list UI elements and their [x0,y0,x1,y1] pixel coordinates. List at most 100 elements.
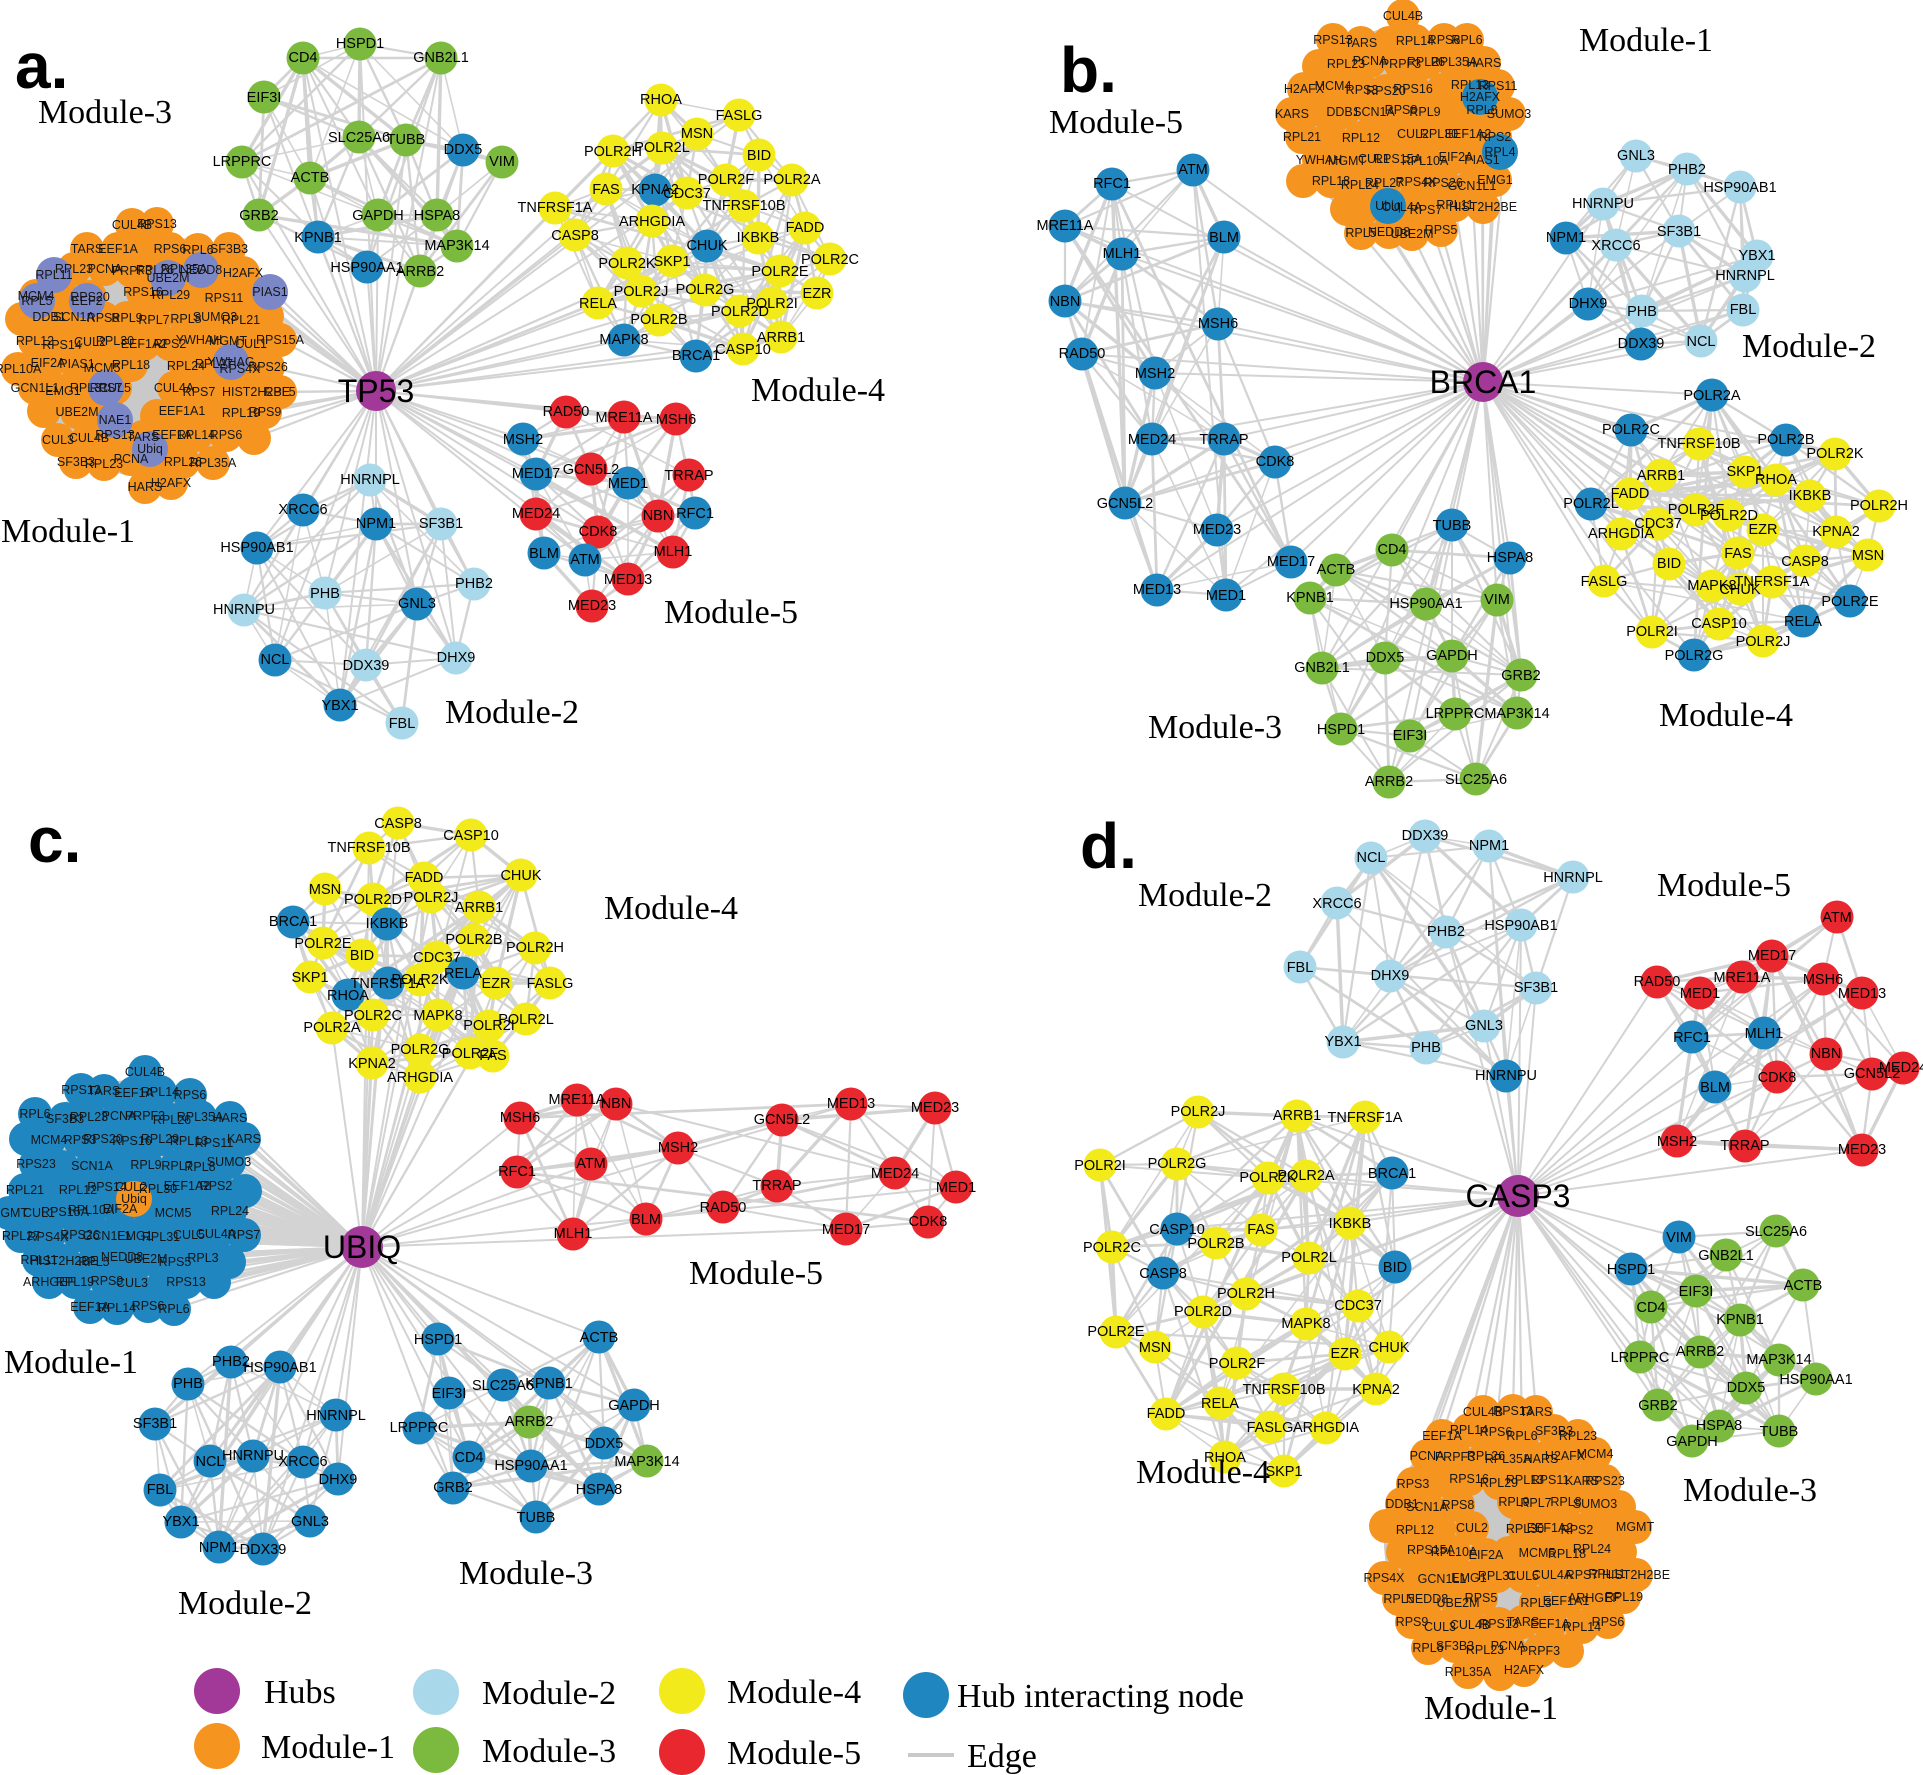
svg-text:RPL9: RPL9 [111,311,142,325]
svg-text:BID: BID [747,148,771,164]
svg-text:RPS7: RPS7 [183,385,216,399]
svg-text:GNL3: GNL3 [291,1514,329,1530]
svg-text:PHB: PHB [1411,1040,1441,1056]
svg-text:NPM1: NPM1 [1546,230,1586,246]
svg-text:HSP90AB1: HSP90AB1 [220,540,293,556]
svg-text:RPL5: RPL5 [78,1255,109,1269]
svg-text:EEF2: EEF2 [71,294,102,308]
svg-text:H2AFX: H2AFX [1504,1663,1545,1677]
svg-text:MED24: MED24 [871,1166,919,1182]
svg-text:RPS6: RPS6 [174,1088,207,1102]
svg-text:RPL14: RPL14 [1396,34,1434,48]
svg-text:TNFRSF1A: TNFRSF1A [518,200,593,216]
svg-text:RPS11: RPS11 [195,1136,234,1150]
svg-text:MLH1: MLH1 [1745,1026,1784,1042]
svg-text:POLR2E: POLR2E [294,936,352,952]
svg-text:MCM4: MCM4 [31,1133,68,1147]
svg-text:RPS15A: RPS15A [1407,1543,1456,1557]
svg-text:RFC1: RFC1 [1673,1030,1711,1046]
svg-text:SLC25A6: SLC25A6 [328,130,390,146]
svg-text:CD4: CD4 [1377,542,1406,558]
svg-text:a.: a. [15,30,68,102]
svg-text:TNFRSF1A: TNFRSF1A [351,976,426,992]
svg-text:HARS: HARS [128,480,163,494]
svg-text:MSH2: MSH2 [503,432,543,448]
svg-text:PHB: PHB [1627,304,1657,320]
svg-text:RPS3: RPS3 [1346,83,1379,97]
svg-text:EEF1A: EEF1A [152,428,192,442]
svg-text:IKBKB: IKBKB [1329,1216,1372,1232]
svg-text:RPL18: RPL18 [112,358,150,372]
svg-text:NEDD8: NEDD8 [1368,225,1410,239]
svg-text:HARS: HARS [213,1111,248,1125]
svg-text:CASP10: CASP10 [1691,616,1747,632]
svg-text:CDC37: CDC37 [663,186,711,202]
svg-text:RPL11: RPL11 [1436,198,1473,212]
svg-text:DDX5: DDX5 [1727,1380,1766,1396]
svg-text:RPS11: RPS11 [1531,1473,1570,1487]
svg-text:RPL18: RPL18 [1312,174,1350,188]
svg-text:POLR2L: POLR2L [498,1012,554,1028]
svg-text:UBE2M: UBE2M [55,405,98,419]
svg-text:Module-2: Module-2 [445,694,579,731]
svg-text:SF3B1: SF3B1 [1657,224,1701,240]
svg-text:RPS13: RPS13 [95,428,135,442]
svg-text:HSPD1: HSPD1 [336,36,384,52]
svg-text:NCL: NCL [260,652,289,668]
svg-text:CUL2: CUL2 [1456,1521,1488,1535]
svg-text:EZR: EZR [1749,522,1778,538]
svg-text:POLR2J: POLR2J [404,890,459,906]
svg-text:HSPD1: HSPD1 [414,1332,462,1348]
svg-text:CASP8: CASP8 [551,228,599,244]
svg-text:DDB1: DDB1 [1385,1497,1418,1511]
svg-text:KPNA2: KPNA2 [631,182,679,198]
svg-text:GCN5L2: GCN5L2 [563,462,619,478]
svg-text:ARRB1: ARRB1 [1273,1108,1321,1124]
svg-text:RHOA: RHOA [1755,472,1797,488]
svg-text:MED24: MED24 [1879,1060,1923,1076]
svg-text:SCN1A: SCN1A [1406,1500,1448,1514]
svg-text:DDX39: DDX39 [1402,828,1449,844]
svg-text:POLR2C: POLR2C [1083,1240,1141,1256]
svg-text:CUL5: CUL5 [99,381,131,395]
svg-text:PCNA: PCNA [88,262,123,276]
svg-text:HSP90AB1: HSP90AB1 [1484,918,1557,934]
svg-text:TRRAP: TRRAP [752,1178,801,1194]
svg-text:RPL8: RPL8 [170,312,201,326]
svg-text:CDC37: CDC37 [1334,1298,1382,1314]
svg-text:RPS6: RPS6 [1592,1615,1625,1629]
svg-text:GCN5L2: GCN5L2 [1097,496,1153,512]
svg-text:HNRNPL: HNRNPL [340,472,400,488]
svg-text:RPS9: RPS9 [249,405,282,419]
svg-text:ACTB: ACTB [1784,1278,1823,1294]
svg-text:RPL26: RPL26 [153,1113,191,1127]
svg-text:Module-5: Module-5 [1049,104,1183,141]
svg-text:MRE11A: MRE11A [549,1092,606,1108]
svg-text:HIST2H2BE: HIST2H2BE [222,385,290,399]
svg-text:BLM: BLM [1209,230,1239,246]
svg-text:TRRAP: TRRAP [664,468,713,484]
svg-text:FADD: FADD [786,220,825,236]
svg-text:GNL3: GNL3 [1617,148,1655,164]
svg-text:RPS13: RPS13 [1313,33,1353,47]
svg-text:RPL12: RPL12 [16,334,54,348]
svg-text:c.: c. [28,804,81,876]
svg-text:RPL29: RPL29 [141,1132,179,1146]
svg-text:RPS9: RPS9 [1396,1615,1429,1629]
svg-text:POLR2F: POLR2F [698,172,755,188]
svg-text:CUL4A: CUL4A [1382,200,1423,214]
svg-text:POLR2D: POLR2D [344,892,402,908]
svg-text:Module-2: Module-2 [1138,877,1272,914]
svg-text:GRB2: GRB2 [1501,668,1541,684]
svg-text:POLR2B: POLR2B [630,312,687,328]
svg-text:RPL10A: RPL10A [0,362,42,376]
svg-text:BLM: BLM [529,546,559,562]
svg-text:DHX9: DHX9 [1569,296,1608,312]
svg-text:POLR2H: POLR2H [506,940,564,956]
svg-text:DDB1: DDB1 [32,310,65,324]
svg-text:Module-1: Module-1 [261,1729,395,1766]
svg-text:CASP10: CASP10 [1149,1222,1205,1238]
svg-text:CUL2: CUL2 [74,335,106,349]
svg-text:PRPF3: PRPF3 [125,1109,165,1123]
svg-text:SF3B1: SF3B1 [1514,980,1558,996]
